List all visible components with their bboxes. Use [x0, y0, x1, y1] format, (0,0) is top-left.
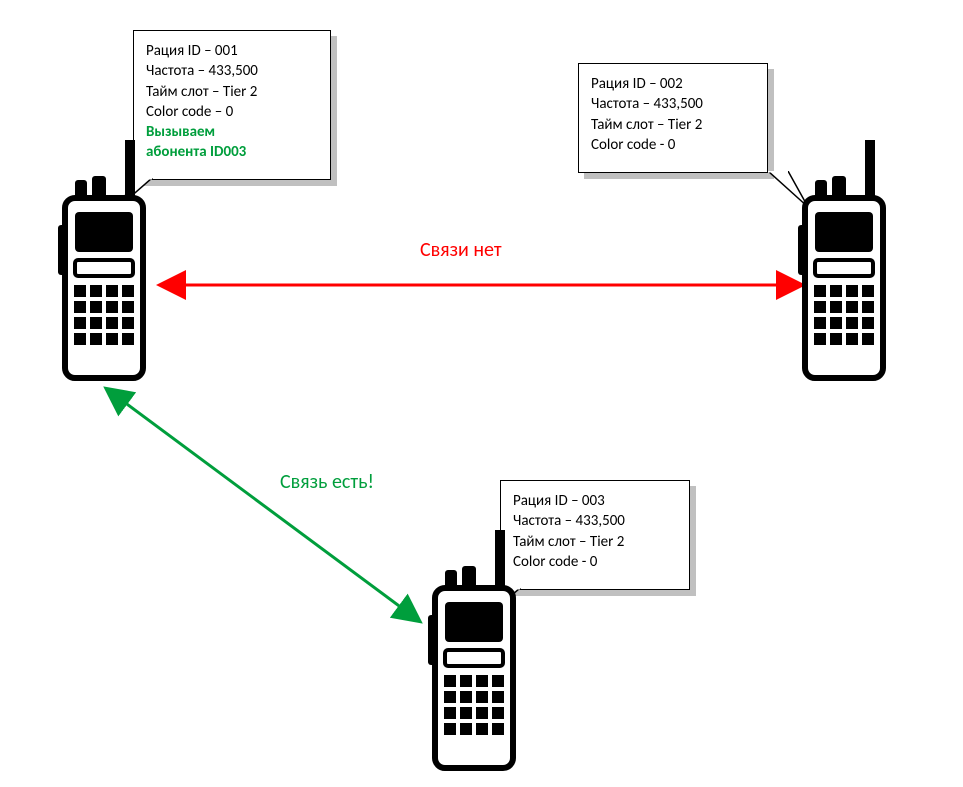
connection-label: Связь есть!	[280, 470, 374, 494]
radio-1-icon	[40, 140, 160, 390]
callout-1-line-3: Color code – 0	[146, 102, 318, 122]
no-connection-label: Связи нет	[420, 238, 502, 262]
diagram-canvas: Связи нет Связь есть! Рация ID – 001 Час…	[0, 0, 963, 787]
callout-2-line-0: Рация ID – 002	[591, 74, 755, 94]
callout-3-line-2: Тайм слот – Tier 2	[513, 532, 677, 552]
callout-1-line-0: Рация ID – 001	[146, 41, 318, 61]
callout-3-line-3: Color code - 0	[513, 552, 677, 572]
callout-2-line-1: Частота – 433,500	[591, 94, 755, 114]
callout-2-line-3: Color code - 0	[591, 135, 755, 155]
callout-3-line-0: Рация ID – 003	[513, 491, 677, 511]
callout-1-highlight-0: Вызываем	[146, 122, 318, 142]
callout-2-line-2: Тайм слот – Tier 2	[591, 115, 755, 135]
radio-2-icon	[780, 140, 900, 390]
radio-3-icon	[410, 530, 530, 780]
callout-1-line-2: Тайм слот – Tier 2	[146, 82, 318, 102]
callout-radio-1: Рация ID – 001 Частота – 433,500 Тайм сл…	[133, 30, 331, 180]
callout-3-line-1: Частота – 433,500	[513, 511, 677, 531]
callout-1-highlight-1: абонента ID003	[146, 142, 318, 162]
callout-radio-2: Рация ID – 002 Частота – 433,500 Тайм сл…	[578, 63, 768, 173]
callout-1-line-1: Частота – 433,500	[146, 61, 318, 81]
